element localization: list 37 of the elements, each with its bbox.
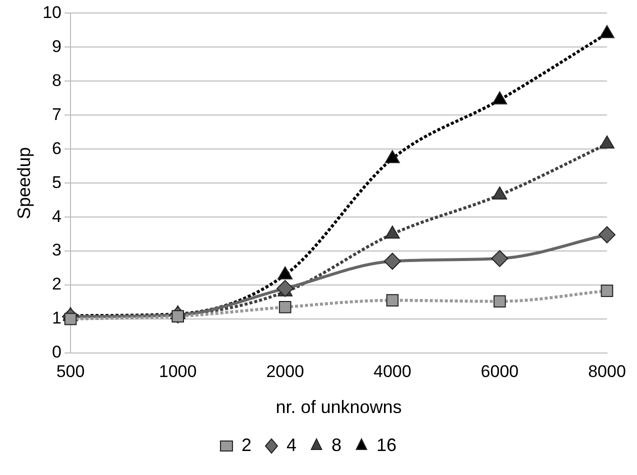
y-tick-label: 4	[52, 206, 62, 226]
legend-label: 2	[241, 434, 252, 455]
point	[278, 300, 292, 314]
y-tick-label: 1	[52, 308, 62, 328]
point	[384, 150, 400, 164]
point	[492, 91, 508, 104]
y-tick-label: 10	[42, 2, 62, 22]
point	[494, 295, 506, 308]
y-tick-label: 5	[52, 172, 62, 192]
y-tick-label: 2	[52, 274, 62, 294]
x-axis-title: nr. of unknowns	[276, 397, 402, 418]
point	[600, 25, 614, 38]
x-tick-label: 2000	[266, 362, 304, 381]
y-tick-label: 9	[52, 36, 62, 56]
point	[598, 226, 616, 244]
point	[386, 294, 399, 306]
y-axis-title: Speedup	[14, 147, 34, 220]
point	[384, 226, 400, 239]
y-tick-label: 0	[52, 342, 62, 362]
point	[491, 250, 508, 268]
y-tick-label: 3	[52, 240, 62, 260]
legend-label: 8	[331, 434, 342, 455]
legend-label: 4	[286, 434, 296, 455]
x-tick-label: 6000	[480, 362, 519, 381]
x-tick-label: 1000	[158, 362, 197, 381]
point	[384, 252, 401, 270]
y-tick-label: 6	[52, 138, 62, 158]
x-tick-label: 4000	[373, 362, 412, 381]
legend-label: 16	[376, 434, 397, 455]
y-tick-label: 7	[52, 104, 62, 124]
point	[276, 280, 294, 297]
x-tick-label: 8000	[588, 362, 626, 381]
y-tick-label: 8	[52, 70, 62, 90]
x-tick-label: 500	[56, 362, 85, 381]
point	[600, 136, 614, 149]
point	[492, 186, 508, 200]
point	[600, 284, 614, 297]
